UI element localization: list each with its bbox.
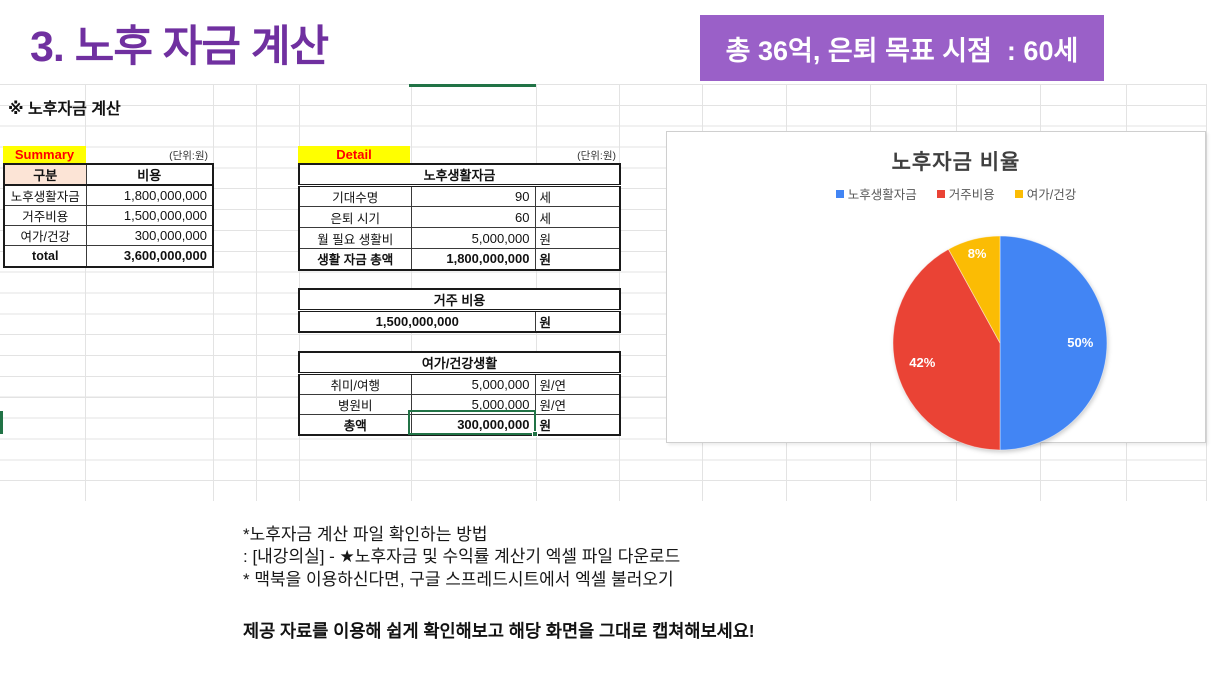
note-line: * 맥북을 이용하신다면, 구글 스프레드시트에서 엑셀 불러오기 <box>243 569 674 589</box>
section-heading: ※ 노후자금 계산 <box>8 101 121 118</box>
detail-table-leisure: 여가/건강생활 취미/여행 5,000,000 원/연 병원비 5,000,00… <box>298 351 622 437</box>
table-row: 거주비용 1,500,000,000 <box>3 205 214 226</box>
detail-cell-unit[interactable]: 원 <box>534 310 621 333</box>
summary-cell-label[interactable]: total <box>3 245 87 267</box>
summary-label-cell[interactable]: Summary <box>3 146 86 163</box>
legend-swatch-icon <box>835 189 844 198</box>
detail-cell-value[interactable]: 300,000,000 <box>410 414 536 436</box>
summary-table: 구분 비용 노후생활자금 1,800,000,000 거주비용 1,500,00… <box>3 163 214 268</box>
detail-cell-unit[interactable]: 원/연 <box>534 393 621 416</box>
legend-label: 노후생활자금 <box>847 188 917 202</box>
legend-item[interactable]: 거주비용 <box>936 184 995 203</box>
detail-cell-value[interactable]: 1,500,000,000 <box>298 310 536 333</box>
summary-cell-label[interactable]: 노후생활자금 <box>3 184 87 206</box>
pie-slice[interactable] <box>947 235 1001 344</box>
note-callout: 제공 자료를 이용해 쉽게 확인해보고 해당 화면을 그대로 캡쳐해보세요! <box>243 621 755 641</box>
detail-cell-unit[interactable]: 원 <box>534 227 621 249</box>
selected-cell-outline[interactable] <box>408 410 538 437</box>
summary-cell-value[interactable]: 1,500,000,000 <box>85 205 214 226</box>
pie-slice-label: 50% <box>1067 335 1093 350</box>
detail-unit-note: (단위:원) <box>577 150 616 162</box>
notes-block: *노후자금 계산 파일 확인하는 방법 : [내강의실] - ★노후자금 및 수… <box>243 524 680 591</box>
table-row: 구분 비용 <box>3 163 214 186</box>
table-row: 노후생활자금 1,800,000,000 <box>3 184 214 206</box>
detail-cell-unit[interactable]: 세 <box>534 185 621 207</box>
fill-handle[interactable] <box>532 431 538 437</box>
table-row-total: total 3,600,000,000 <box>3 245 214 267</box>
pie-slice[interactable] <box>999 235 1108 451</box>
gridline <box>213 84 214 501</box>
chart-content: 노후자금 비율 노후생활자금 거주비용 여가/건강 50% 42% 8% <box>667 146 1205 456</box>
detail-cell-label[interactable]: 기대수명 <box>298 185 412 207</box>
detail-cell-unit[interactable]: 원/연 <box>534 373 621 395</box>
detail-label-cell[interactable]: Detail <box>298 146 410 163</box>
detail-cell-value[interactable]: 1,800,000,000 <box>410 248 536 270</box>
summary-unit-note: (단위:원) <box>169 150 208 162</box>
table-row: 거주 비용 <box>298 288 621 312</box>
table-row: 은퇴 시기 60 세 <box>298 206 621 228</box>
detail-cell-value[interactable]: 5,000,000 <box>410 227 536 249</box>
table-row-total: 총액 300,000,000 원 <box>298 414 621 436</box>
legend-item[interactable]: 여가/건강 <box>1014 184 1077 203</box>
selected-row-indicator <box>0 411 3 434</box>
legend-label: 거주비용 <box>948 188 995 202</box>
table-row: 여가/건강 300,000,000 <box>3 225 214 246</box>
pie-slice-label: 8% <box>968 246 987 261</box>
detail-cell-value[interactable]: 90 <box>410 185 536 207</box>
summary-cell-value[interactable]: 300,000,000 <box>85 225 214 246</box>
gridline <box>1206 84 1207 501</box>
summary-cell-value[interactable]: 1,800,000,000 <box>85 184 214 206</box>
detail-table-housing: 거주 비용 1,500,000,000 원 <box>298 288 622 333</box>
summary-header-cost[interactable]: 비용 <box>85 163 214 186</box>
note-line: *노후자금 계산 파일 확인하는 방법 <box>243 525 488 544</box>
table-row: 기대수명 90 세 <box>298 185 621 207</box>
legend-swatch-icon <box>1014 189 1023 198</box>
detail-cell-value[interactable]: 5,000,000 <box>410 373 536 395</box>
detail-cell-value[interactable]: 60 <box>410 206 536 228</box>
legend-item[interactable]: 노후생활자금 <box>835 184 917 203</box>
summary-cell-label[interactable]: 거주비용 <box>3 205 87 226</box>
table-row-total: 생활 자금 총액 1,800,000,000 원 <box>298 248 621 270</box>
detail-cell-label[interactable]: 병원비 <box>298 393 412 416</box>
detail-section-title[interactable]: 여가/건강생활 <box>298 351 621 375</box>
detail-table-living: 노후생활자금 기대수명 90 세 은퇴 시기 60 세 월 필요 생활비 5,0… <box>298 163 622 271</box>
legend-label: 여가/건강 <box>1026 188 1077 202</box>
table-row: 1,500,000,000 원 <box>298 310 621 333</box>
chart-legend: 노후생활자금 거주비용 여가/건강 <box>707 184 1205 203</box>
legend-swatch-icon <box>936 189 945 198</box>
table-row: 월 필요 생활비 5,000,000 원 <box>298 227 621 249</box>
page-title: 3. 노후 자금 계산 <box>30 23 329 71</box>
table-row: 병원비 5,000,000 원/연 <box>298 393 621 416</box>
detail-cell-label[interactable]: 생활 자금 총액 <box>298 248 412 270</box>
summary-cell-value[interactable]: 3,600,000,000 <box>85 245 214 267</box>
detail-cell-label[interactable]: 취미/여행 <box>298 373 412 395</box>
summary-header-category[interactable]: 구분 <box>3 163 87 186</box>
detail-section-title[interactable]: 거주 비용 <box>298 288 621 312</box>
summary-banner: 총 36억, 은퇴 목표 시점 : 60세 <box>700 15 1104 81</box>
detail-cell-value[interactable]: 5,000,000 <box>410 393 536 416</box>
detail-cell-label[interactable]: 월 필요 생활비 <box>298 227 412 249</box>
gridline <box>256 84 257 501</box>
pie-chart-panel[interactable]: 노후자금 비율 노후생활자금 거주비용 여가/건강 50% 42% 8% <box>666 131 1206 451</box>
detail-cell-unit[interactable]: 세 <box>534 206 621 228</box>
detail-cell-label[interactable]: 은퇴 시기 <box>298 206 412 228</box>
selected-column-indicator <box>409 84 536 87</box>
detail-cell-unit[interactable]: 원 <box>534 248 621 270</box>
pie-slice-label: 42% <box>909 355 935 370</box>
summary-cell-label[interactable]: 여가/건강 <box>3 225 87 246</box>
pie-chart[interactable]: 50% 42% 8% <box>885 228 1115 458</box>
table-row: 노후생활자금 <box>298 163 621 187</box>
pie-slice[interactable] <box>892 248 1001 451</box>
chart-title: 노후자금 비율 <box>891 151 1021 174</box>
detail-section-title[interactable]: 노후생활자금 <box>298 163 621 187</box>
table-row: 여가/건강생활 <box>298 351 621 375</box>
note-line: : [내강의실] - ★노후자금 및 수익률 계산기 엑셀 파일 다운로드 <box>243 547 681 567</box>
detail-cell-label[interactable]: 총액 <box>298 414 412 436</box>
gridline <box>85 84 86 501</box>
detail-cell-unit[interactable]: 원 <box>534 414 621 436</box>
table-row: 취미/여행 5,000,000 원/연 <box>298 373 621 395</box>
